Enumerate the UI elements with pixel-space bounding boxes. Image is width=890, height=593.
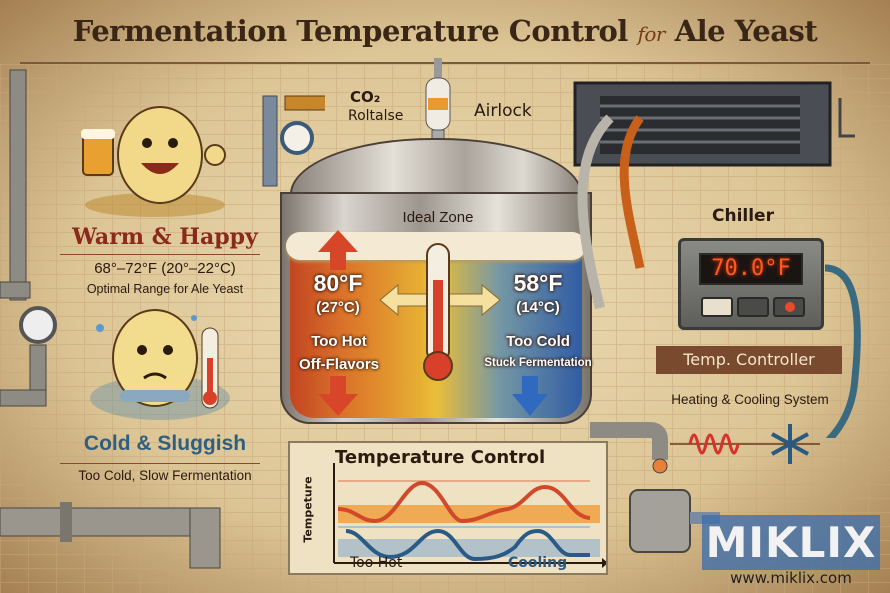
off-flavors-label: Off-Flavors [298, 356, 379, 373]
temp-controller-banner: Temp. Controller [656, 346, 842, 374]
co2-release-label: Roltalse [348, 108, 404, 124]
cold-down-arrow-icon [512, 376, 548, 416]
hot-band [338, 505, 600, 523]
thermometer-icon [423, 243, 453, 381]
heating-coil-icon [688, 433, 740, 455]
optimal-range-temp: 68°–72°F (20°–22°C) [94, 260, 236, 277]
cold-temperature-curve [345, 528, 590, 562]
controller-power-button[interactable] [773, 297, 805, 317]
miklix-watermark: MIKLIX [702, 515, 880, 570]
controller-set-button[interactable] [737, 297, 769, 317]
hot-temp-c: (27°C) [316, 299, 360, 316]
too-hot-label: Too Hot [311, 333, 367, 350]
x-axis-arrow-icon [602, 558, 606, 568]
cold-sluggish-heading: Cold & Sluggish [83, 432, 247, 455]
cold-sluggish-caption: Too Cold, Slow Fermentation [78, 468, 252, 483]
chiller-label: Chiller [712, 206, 774, 226]
chart-title: Temperature Control [335, 447, 546, 468]
cold-divider [60, 463, 260, 464]
warm-divider [60, 254, 260, 255]
cold-temp-c: (14°C) [516, 299, 560, 316]
title-main: Fermentation Temperature Control [72, 14, 629, 48]
optimal-range-caption: Optimal Range for Ale Yeast [86, 282, 244, 296]
pump-icon [590, 422, 720, 553]
chart-cooling-caption: Cooling [508, 555, 568, 571]
stuck-fermentation-label: Stuck Fermentation [484, 357, 592, 369]
too-cold-label: Too Cold [506, 333, 570, 350]
cold-yeast-mascot-icon [90, 309, 230, 420]
airlock-label: Airlock [474, 101, 532, 121]
tank-arrows [318, 230, 548, 416]
controller-display: 70.0°F [699, 253, 803, 285]
pressure-gauge-icon [262, 95, 325, 187]
power-led-icon [785, 302, 795, 312]
snowflake-icon [771, 424, 809, 464]
title-tail: Ale Yeast [674, 14, 818, 48]
hot-temperature-curve [337, 480, 591, 524]
heating-cooling-label: Heating & Cooling System [671, 392, 829, 407]
ideal-zone-label: Ideal Zone [402, 209, 474, 226]
chart-too-hot-caption: Too Hot [350, 555, 403, 571]
hot-up-arrow-icon [318, 230, 358, 270]
left-pipes-icon [0, 69, 57, 407]
page-title: Fermentation Temperature Control for Ale… [0, 14, 890, 48]
cold-temp-f: 58°F [513, 270, 563, 296]
co2-label: CO₂ [350, 88, 381, 106]
temperature-control-chart: Temperature Control Tempeture Too Hot Co… [288, 441, 608, 575]
miklix-url: www.miklix.com [730, 569, 852, 587]
chart-plot [333, 463, 606, 568]
heat-cool-cycle [670, 424, 820, 464]
hot-temp-f: 80°F [313, 270, 363, 296]
controller-mode-button[interactable] [701, 297, 733, 317]
bottom-pipe-icon [0, 502, 221, 569]
happy-yeast-mascot-icon [81, 106, 226, 217]
title-divider [20, 62, 870, 64]
chiller-unit-icon [573, 81, 861, 438]
hot-down-arrow-icon [318, 376, 358, 416]
title-for: for [637, 22, 665, 46]
warm-happy-heading: Warm & Happy [72, 224, 258, 250]
temperature-controller: 70.0°F [678, 238, 824, 330]
